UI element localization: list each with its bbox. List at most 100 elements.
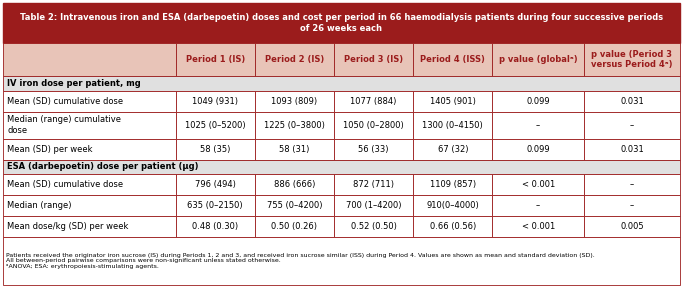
Text: 1077 (884): 1077 (884) — [350, 97, 397, 106]
Text: 635 (0–2150): 635 (0–2150) — [187, 201, 243, 210]
Bar — [3, 112, 176, 139]
Bar — [176, 174, 255, 195]
Text: Mean (SD) per week: Mean (SD) per week — [7, 145, 92, 154]
Bar — [413, 91, 492, 112]
Text: p value (Period 3
versus Period 4ᵃ): p value (Period 3 versus Period 4ᵃ) — [591, 50, 673, 69]
Text: 796 (494): 796 (494) — [195, 180, 236, 189]
Bar — [255, 112, 334, 139]
Text: –: – — [536, 121, 540, 130]
Text: –: – — [630, 180, 634, 189]
Text: p value (globalᵃ): p value (globalᵃ) — [499, 55, 578, 64]
Text: 872 (711): 872 (711) — [353, 180, 394, 189]
Text: 0.031: 0.031 — [620, 97, 644, 106]
Bar — [176, 139, 255, 160]
Text: Mean dose/kg (SD) per week: Mean dose/kg (SD) per week — [7, 222, 128, 231]
Bar — [584, 91, 680, 112]
Bar — [413, 112, 492, 139]
Bar — [176, 112, 255, 139]
Text: 0.66 (0.56): 0.66 (0.56) — [430, 222, 476, 231]
Text: IV iron dose per patient, mg: IV iron dose per patient, mg — [7, 79, 141, 88]
Bar — [413, 139, 492, 160]
Text: 1050 (0–2800): 1050 (0–2800) — [344, 121, 404, 130]
Text: Period 3 (IS): Period 3 (IS) — [344, 55, 403, 64]
Text: 886 (666): 886 (666) — [274, 180, 315, 189]
Text: 58 (35): 58 (35) — [200, 145, 230, 154]
Bar — [3, 43, 176, 76]
Text: 0.031: 0.031 — [620, 145, 644, 154]
Bar — [584, 195, 680, 216]
Text: Median (range): Median (range) — [7, 201, 72, 210]
Text: –: – — [536, 201, 540, 210]
Bar — [255, 139, 334, 160]
Text: < 0.001: < 0.001 — [522, 222, 555, 231]
Bar — [255, 91, 334, 112]
Text: Patients received the originator iron sucrose (IS) during Periods 1, 2 and 3, an: Patients received the originator iron su… — [6, 253, 595, 269]
Bar — [492, 174, 584, 195]
Bar — [492, 43, 584, 76]
Text: Period 2 (IS): Period 2 (IS) — [265, 55, 324, 64]
Bar — [334, 216, 413, 237]
Text: 1300 (0–4150): 1300 (0–4150) — [423, 121, 484, 130]
Bar — [3, 3, 680, 43]
Text: –: – — [630, 121, 634, 130]
Bar — [584, 112, 680, 139]
Bar — [334, 112, 413, 139]
Bar — [3, 237, 680, 285]
Bar — [334, 195, 413, 216]
Text: 67 (32): 67 (32) — [438, 145, 468, 154]
Bar — [413, 216, 492, 237]
Text: 0.50 (0.26): 0.50 (0.26) — [271, 222, 318, 231]
Bar — [3, 139, 176, 160]
Bar — [176, 195, 255, 216]
Text: 56 (33): 56 (33) — [359, 145, 389, 154]
Text: Period 4 (ISS): Period 4 (ISS) — [421, 55, 486, 64]
Text: 58 (31): 58 (31) — [279, 145, 309, 154]
Bar — [492, 195, 584, 216]
Bar — [584, 139, 680, 160]
Text: 1405 (901): 1405 (901) — [430, 97, 476, 106]
Bar — [255, 174, 334, 195]
Bar — [3, 160, 680, 174]
Text: Mean (SD) cumulative dose: Mean (SD) cumulative dose — [7, 180, 123, 189]
Bar — [334, 43, 413, 76]
Bar — [3, 195, 176, 216]
Bar — [255, 216, 334, 237]
Text: 0.52 (0.50): 0.52 (0.50) — [350, 222, 397, 231]
Bar — [255, 43, 334, 76]
Bar — [492, 216, 584, 237]
Bar — [176, 43, 255, 76]
Bar — [492, 112, 584, 139]
Text: 1109 (857): 1109 (857) — [430, 180, 476, 189]
Bar — [3, 216, 176, 237]
Bar — [334, 139, 413, 160]
Text: 0.099: 0.099 — [527, 145, 550, 154]
Text: Mean (SD) cumulative dose: Mean (SD) cumulative dose — [7, 97, 123, 106]
Bar — [176, 91, 255, 112]
Text: Table 2: Intravenous iron and ESA (darbepoetin) doses and cost per period in 66 : Table 2: Intravenous iron and ESA (darbe… — [20, 13, 663, 33]
Bar — [255, 195, 334, 216]
Bar — [413, 195, 492, 216]
Text: 1025 (0–5200): 1025 (0–5200) — [185, 121, 246, 130]
Text: 0.099: 0.099 — [527, 97, 550, 106]
Bar — [492, 91, 584, 112]
Bar — [413, 174, 492, 195]
Text: 755 (0–4200): 755 (0–4200) — [266, 201, 322, 210]
Text: ESA (darbepoetin) dose per patient (μg): ESA (darbepoetin) dose per patient (μg) — [7, 162, 199, 171]
Bar — [584, 43, 680, 76]
Text: 1225 (0–3800): 1225 (0–3800) — [264, 121, 325, 130]
Text: Period 1 (IS): Period 1 (IS) — [186, 55, 245, 64]
Bar — [3, 91, 176, 112]
Bar — [176, 216, 255, 237]
Bar — [584, 216, 680, 237]
Text: 0.48 (0.30): 0.48 (0.30) — [192, 222, 238, 231]
Bar — [334, 174, 413, 195]
Text: 1049 (931): 1049 (931) — [192, 97, 238, 106]
Bar — [413, 43, 492, 76]
Text: 0.005: 0.005 — [620, 222, 644, 231]
Bar — [492, 139, 584, 160]
Text: 700 (1–4200): 700 (1–4200) — [346, 201, 402, 210]
Bar — [3, 76, 680, 91]
Text: 1093 (809): 1093 (809) — [271, 97, 318, 106]
Bar — [334, 91, 413, 112]
Text: < 0.001: < 0.001 — [522, 180, 555, 189]
